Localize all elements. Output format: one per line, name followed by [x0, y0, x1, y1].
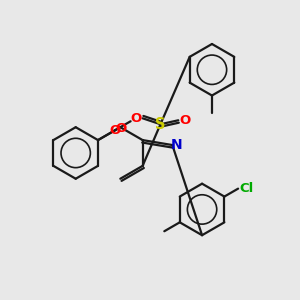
Text: O: O — [116, 122, 127, 135]
Text: Cl: Cl — [239, 182, 253, 195]
Text: O: O — [180, 114, 191, 127]
Text: S: S — [155, 117, 166, 132]
Text: N: N — [170, 138, 182, 152]
Text: O: O — [130, 112, 141, 125]
Text: O: O — [110, 124, 121, 137]
